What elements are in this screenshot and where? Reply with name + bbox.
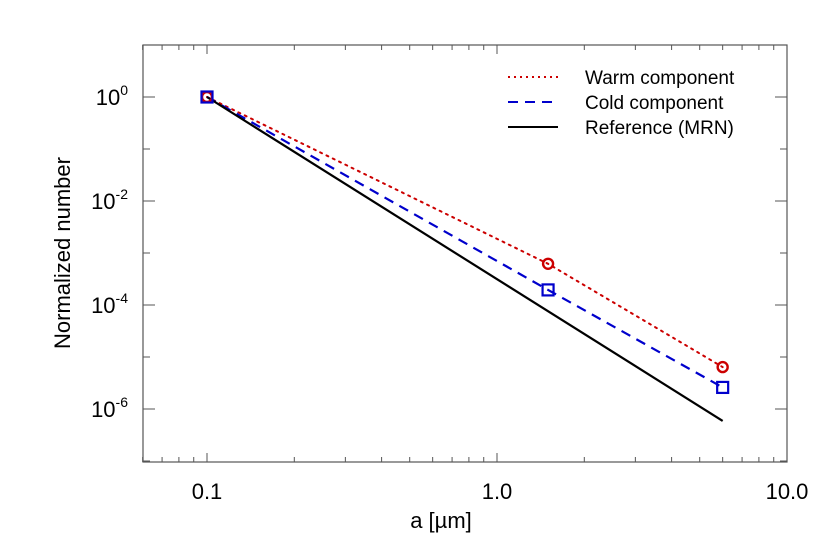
- x-tick-labels: 0.1 1.0 10.0: [192, 479, 809, 504]
- y-axis-title: Normalized number: [50, 157, 75, 349]
- square-marker: [541, 283, 555, 297]
- warm-component-line: [206, 96, 724, 369]
- axis-ticks: [142, 44, 788, 462]
- y-tick-label: 100: [96, 82, 128, 110]
- y-tick-label: 10-2: [91, 186, 128, 214]
- legend-label: Warm component: [585, 68, 735, 89]
- reference-mrn-line: [206, 96, 724, 422]
- cold-component-line: [206, 96, 724, 389]
- circle-marker: [716, 360, 729, 374]
- y-tick-labels: 100 10-2 10-4 10-6: [91, 82, 128, 422]
- data-series: [200, 90, 730, 422]
- square-marker: [716, 380, 730, 395]
- legend: Warm component Cold component Reference (M…: [508, 68, 735, 139]
- y-tick-label: 10-4: [91, 290, 128, 318]
- circle-marker: [541, 257, 555, 270]
- x-tick-label: 0.1: [192, 479, 223, 504]
- y-tick-label: 10-6: [91, 394, 128, 422]
- x-tick-label: 1.0: [482, 479, 513, 504]
- legend-label: Cold component: [585, 93, 724, 114]
- x-axis-title: a [µm]: [410, 508, 472, 533]
- legend-label: Reference (MRN): [585, 118, 734, 139]
- square-marker: [200, 90, 214, 104]
- x-tick-label: 10.0: [766, 479, 809, 504]
